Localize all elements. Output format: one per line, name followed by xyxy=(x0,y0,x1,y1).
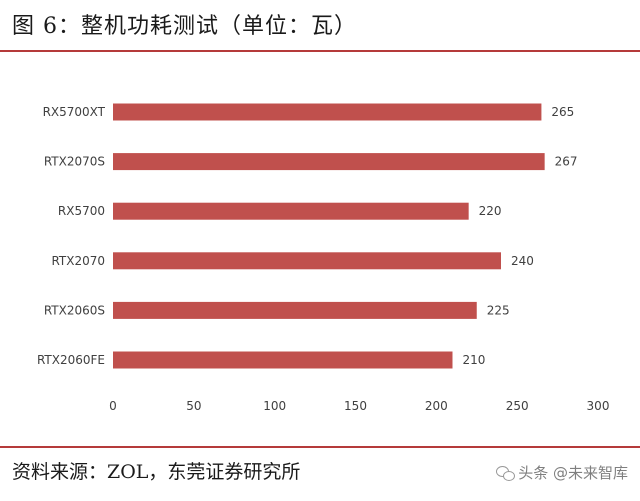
data-label: 225 xyxy=(487,303,510,317)
x-tick-label: 100 xyxy=(263,399,286,413)
data-label: 265 xyxy=(551,105,574,119)
data-label: 267 xyxy=(555,155,578,169)
figure-title: 图 6：整机功耗测试（单位：瓦） xyxy=(12,14,357,39)
category-label: RX5700 xyxy=(58,204,105,218)
category-label: RTX2060S xyxy=(44,303,105,317)
x-tick-label: 250 xyxy=(506,399,529,413)
x-tick-label: 50 xyxy=(186,399,201,413)
x-tick-label: 0 xyxy=(109,399,117,413)
category-label: RTX2070 xyxy=(51,254,105,268)
watermark-text: 头条 @未来智库 xyxy=(518,464,628,482)
power-consumption-bar-chart: RX5700XT 265 RTX2070S 267 RX5700 220 RTX2070 24… xyxy=(37,103,610,413)
x-tick-label: 150 xyxy=(344,399,367,413)
bar-rtx2060s xyxy=(113,301,477,319)
x-tick-label: 200 xyxy=(425,399,448,413)
bar-rtx2070 xyxy=(113,252,501,270)
bar-rtx2060fe xyxy=(113,351,453,369)
bar-rx5700xt xyxy=(113,103,542,121)
x-tick-label: 300 xyxy=(587,399,610,413)
category-label: RTX2070S xyxy=(44,155,105,169)
category-label: RTX2060FE xyxy=(37,353,105,367)
wechat-icon xyxy=(496,465,516,481)
chart-area: RX5700XT 265 RTX2070S 267 RX5700 220 RTX2070 24… xyxy=(0,60,640,430)
bar-rtx2070s xyxy=(113,153,545,171)
data-label: 220 xyxy=(479,204,502,218)
category-label: RX5700XT xyxy=(43,105,106,119)
data-label: 240 xyxy=(511,254,534,268)
top-rule xyxy=(0,50,640,52)
watermark: 头条 @未来智库 xyxy=(496,462,628,483)
bottom-rule xyxy=(0,446,640,448)
bar-rx5700 xyxy=(113,202,469,220)
data-label: 210 xyxy=(463,353,486,367)
source-note: 资料来源：ZOL，东莞证券研究所 xyxy=(12,461,301,483)
